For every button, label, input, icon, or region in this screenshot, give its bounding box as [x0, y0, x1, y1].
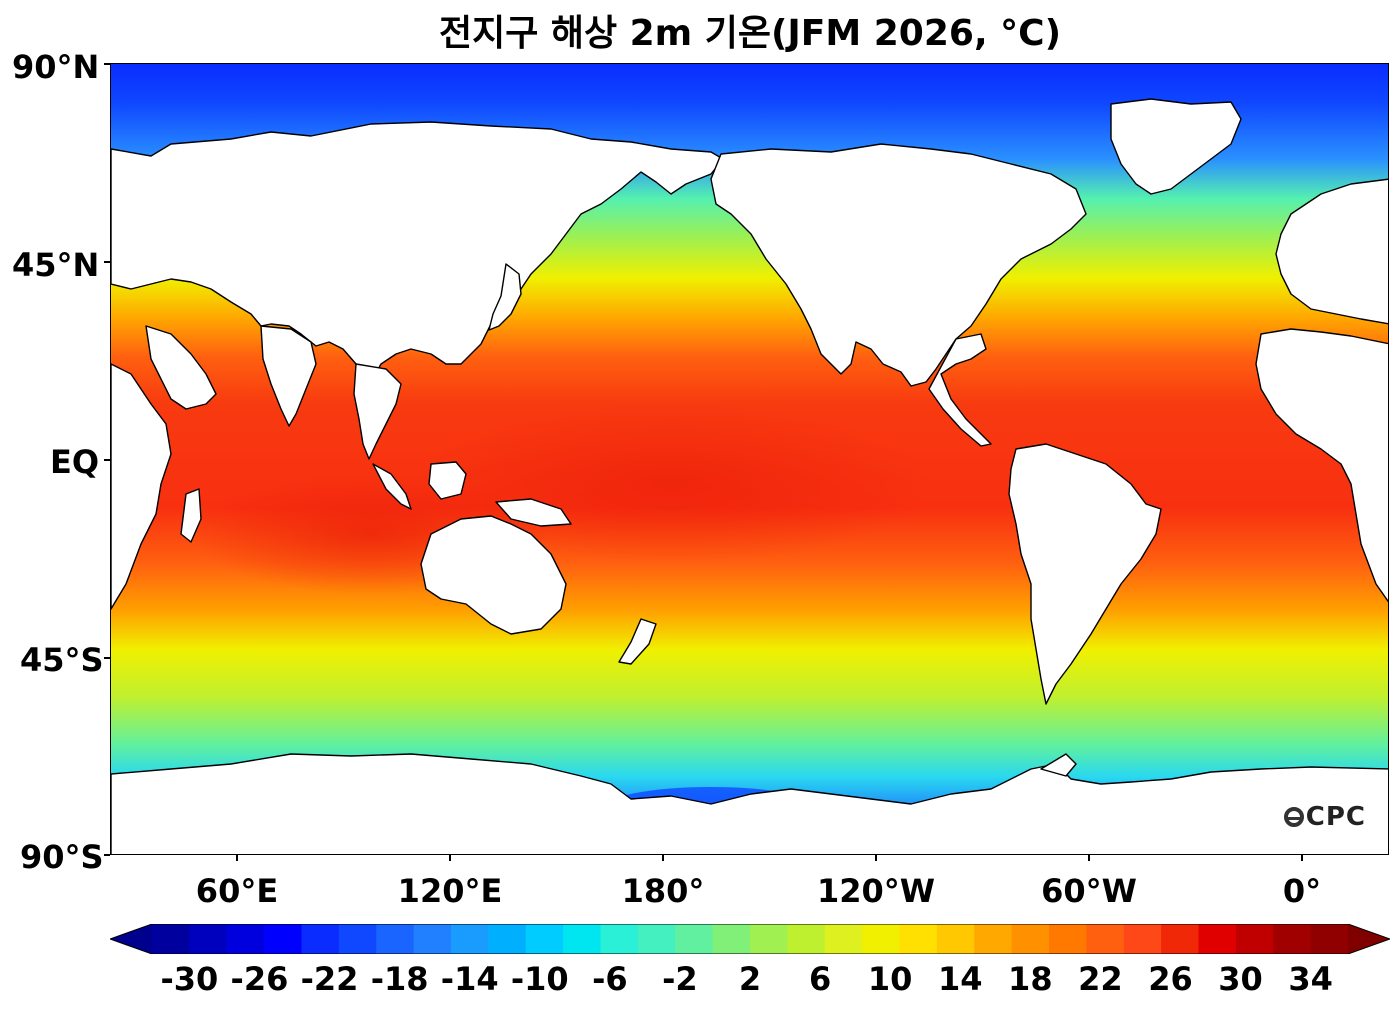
lon-label-120w: 120°W: [816, 872, 936, 910]
colorbar-tick-label: 30: [1218, 960, 1263, 998]
lat-tick: [104, 261, 110, 263]
lat-tick: [104, 854, 110, 856]
land-central-america: [928, 333, 992, 447]
lon-label-60e: 60°E: [195, 872, 279, 910]
colorbar-segment: [1310, 924, 1349, 954]
land-europe: [1275, 178, 1388, 325]
lon-tick: [662, 855, 664, 861]
colorbar-tick-label: -22: [300, 960, 359, 998]
colorbar-segment: [451, 924, 489, 954]
colorbar-segment: [226, 924, 265, 954]
colorbar-segment: [862, 924, 900, 954]
lat-label-45n: 45°N: [12, 246, 100, 284]
colorbar-segment: [1049, 924, 1087, 954]
colorbar-segment: [264, 924, 302, 954]
colorbar-tick-label: 10: [867, 960, 913, 998]
temperature-map: CPC: [110, 63, 1389, 855]
land-borneo: [428, 461, 467, 500]
colorbar-segment: [1235, 924, 1274, 954]
colorbar-tick-label: 26: [1148, 960, 1193, 998]
lon-tick: [1301, 855, 1303, 861]
lon-tick: [1088, 855, 1090, 861]
colorbar-segment: [488, 924, 527, 954]
land-africa-east: [111, 363, 172, 610]
colorbar-segment: [152, 924, 190, 954]
land-indochina: [353, 363, 402, 460]
colorbar-segment: [1273, 924, 1312, 954]
colorbar-segment: [376, 924, 415, 954]
colorbar-tick-label: -6: [592, 960, 628, 998]
colorbar-tick-label: -10: [510, 960, 569, 998]
colorbar-segment: [1086, 924, 1125, 954]
cpc-logo-icon: [1283, 807, 1304, 827]
map-title: 전지구 해상 2m 기온(JFM 2026, °C): [438, 13, 1062, 54]
colorbar-segment: [600, 924, 639, 954]
colorbar-segment: [675, 924, 714, 954]
land-japan: [488, 263, 522, 331]
lon-tick: [875, 855, 877, 861]
lat-tick: [104, 459, 110, 461]
lon-label-120e: 120°E: [397, 872, 503, 910]
colorbar-tick-label: 14: [937, 960, 983, 998]
colorbar-tick-label: 2: [738, 960, 762, 998]
colorbar-tick-label: -30: [160, 960, 219, 998]
colorbar-tick-label: -26: [230, 960, 289, 998]
colorbar-segment: [750, 924, 788, 954]
colorbar-segment: [338, 924, 377, 954]
land-north-america: [710, 143, 1087, 387]
lon-label-60w: 60°W: [1041, 872, 1137, 910]
lon-label-180: 180°: [621, 872, 705, 910]
colorbar-extend-max: [1348, 924, 1390, 954]
colorbar-tick-label: -14: [440, 960, 499, 998]
lat-label-45s: 45°S: [20, 641, 104, 679]
lat-label-eq: EQ: [50, 443, 100, 481]
colorbar-segment: [1123, 924, 1162, 954]
cpc-logo-text: CPC: [1305, 802, 1366, 832]
land-new-zealand: [618, 618, 657, 665]
land-india: [260, 325, 317, 427]
lat-label-90s: 90°S: [20, 838, 104, 876]
colorbar-segment: [1198, 924, 1237, 954]
land-australia: [420, 515, 567, 635]
land-africa-west: [1255, 328, 1388, 603]
land-new-guinea: [495, 498, 572, 527]
colorbar: [110, 924, 1390, 954]
lon-label-0: 0°: [1282, 872, 1322, 910]
land-antarctic-peninsula: [1040, 753, 1077, 777]
colorbar-extend-min: [110, 924, 152, 954]
land-greenland: [1110, 98, 1242, 195]
land-arabia: [145, 325, 217, 410]
colorbar-tick-label: 34: [1288, 960, 1333, 998]
colorbar-segment: [637, 924, 676, 954]
colorbar-tick-label: -18: [370, 960, 429, 998]
cpc-logo: CPC: [1283, 802, 1366, 832]
lat-tick: [104, 63, 110, 65]
colorbar-segment: [301, 924, 340, 954]
lon-tick: [449, 855, 451, 861]
lon-tick: [236, 855, 238, 861]
colorbar-segment: [974, 924, 1013, 954]
colorbar-segment: [712, 924, 751, 954]
lat-label-90n: 90°N: [12, 48, 100, 86]
colorbar-segment: [189, 924, 228, 954]
colorbar-tick-label: 18: [1008, 960, 1053, 998]
colorbar-segment: [899, 924, 938, 954]
land-madagascar: [180, 488, 202, 543]
colorbar-segment: [787, 924, 826, 954]
colorbar-tick-label: -2: [662, 960, 698, 998]
land-sumatra: [372, 463, 412, 510]
colorbar-segment: [1161, 924, 1199, 954]
colorbar-segment: [413, 924, 452, 954]
colorbar-segment: [824, 924, 863, 954]
colorbar-segment: [1011, 924, 1050, 954]
land-antarctica: [111, 753, 1388, 854]
colorbar-tick-label: 6: [808, 960, 832, 998]
land-south-america: [1008, 443, 1162, 705]
colorbar-segment: [525, 924, 564, 954]
lat-tick: [104, 657, 110, 659]
colorbar-segment: [563, 924, 601, 954]
colorbar-tick-label: 22: [1078, 960, 1123, 998]
colorbar-segment: [936, 924, 975, 954]
